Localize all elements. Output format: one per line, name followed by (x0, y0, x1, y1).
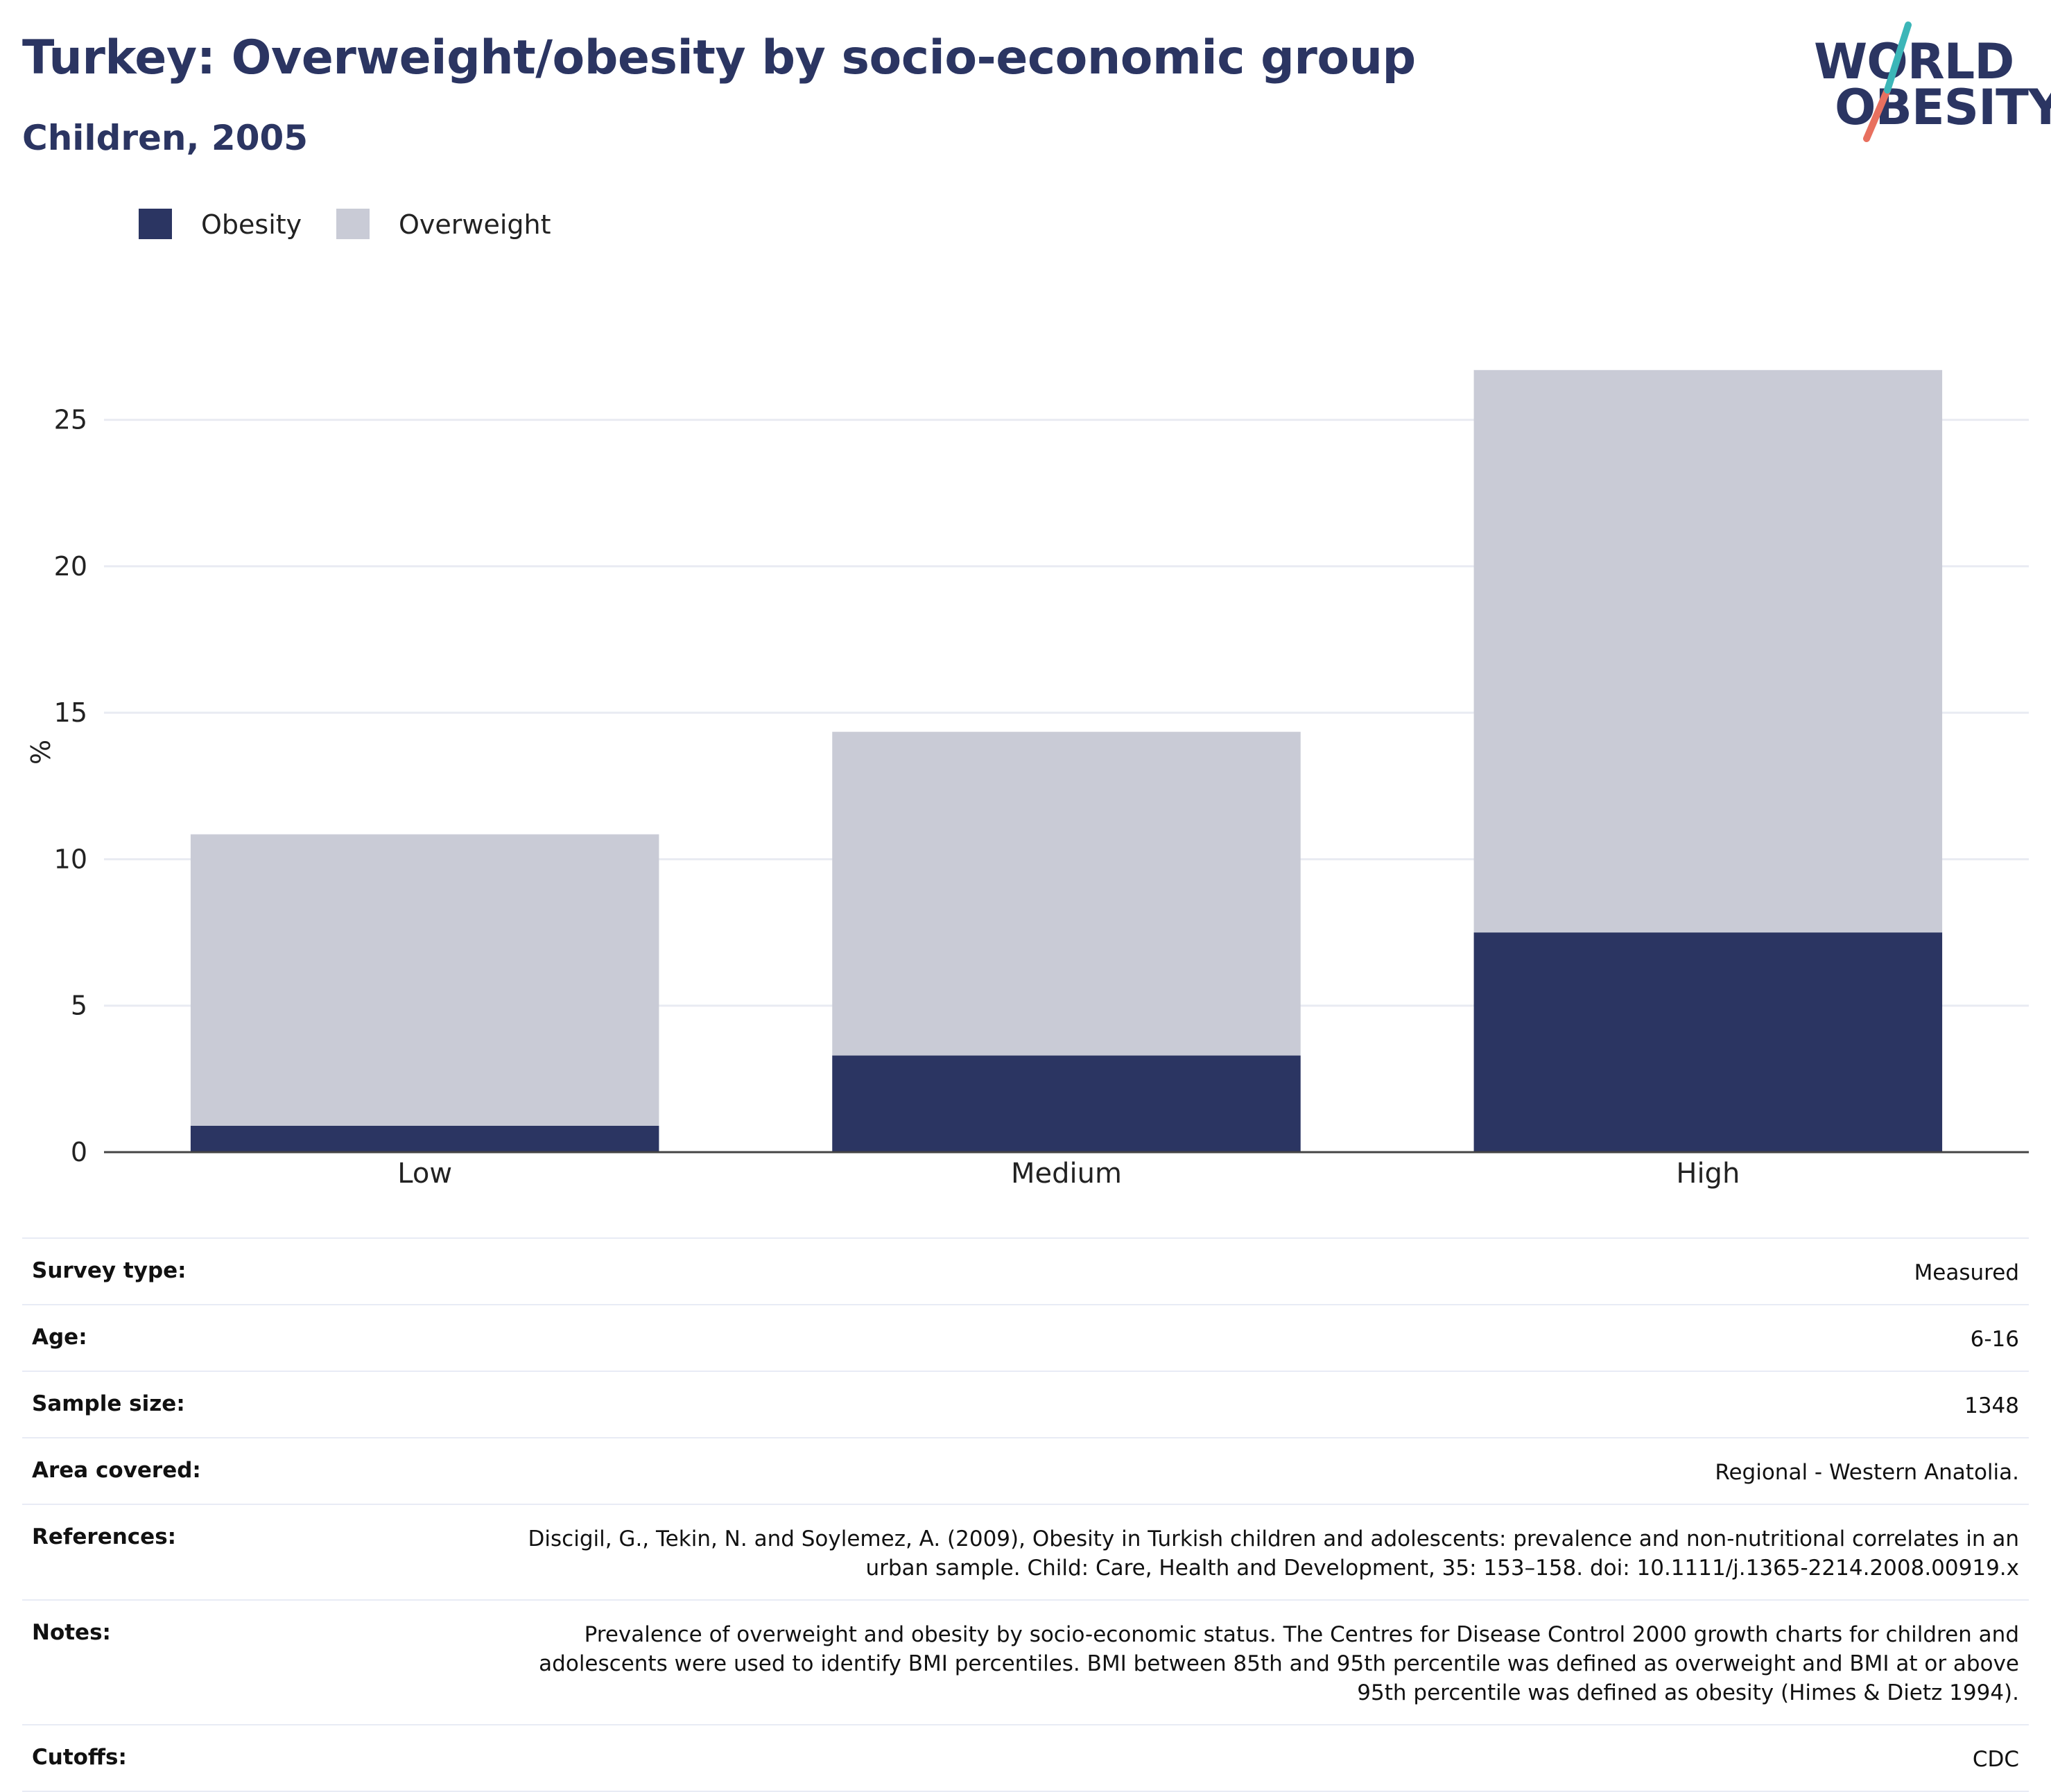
legend-swatch-overweight (336, 209, 370, 239)
x-tick-label: Low (397, 1158, 452, 1190)
axes: 0 5 10 15 20 25 Low Medium High (54, 405, 2029, 1190)
info-row-references: References: Discigil, G., Tekin, N. and … (22, 1504, 2029, 1599)
y-tick-label: 5 (71, 991, 87, 1021)
y-axis-title: % (26, 740, 56, 765)
bar-overweight-low[interactable] (190, 834, 659, 1126)
info-label: Area covered: (32, 1458, 201, 1483)
bar-obesity-medium[interactable] (832, 1055, 1301, 1152)
info-label: Survey type: (32, 1258, 187, 1283)
info-value: Measured (1914, 1260, 2019, 1285)
info-row-sample-size: Sample size: 1348 (22, 1371, 2029, 1437)
info-label: Cutoffs: (32, 1745, 127, 1770)
info-row-notes: Notes: Prevalence of overweight and obes… (22, 1599, 2029, 1724)
x-tick-label: High (1676, 1158, 1740, 1190)
legend-swatch-obesity (139, 209, 172, 239)
y-tick-label: 20 (54, 551, 87, 582)
y-tick-label: 15 (54, 697, 87, 728)
stacked-bar-chart: 0 5 10 15 20 25 Low Medium High % (26, 369, 2029, 1190)
bar-obesity-low[interactable] (190, 1125, 659, 1152)
info-label: Age: (32, 1325, 87, 1350)
logo-text-world: WORLD (1814, 33, 2014, 90)
bar-obesity-high[interactable] (1473, 932, 1943, 1152)
info-value: 1348 (1964, 1393, 2019, 1418)
x-tick-label: Medium (1011, 1158, 1122, 1190)
logo-slash-icon (1863, 21, 1912, 142)
info-value: Prevalence of overweight and obesity by … (539, 1622, 2019, 1705)
y-tick-label: 10 (54, 844, 87, 874)
info-row-area-covered: Area covered: Regional - Western Anatoli… (22, 1437, 2029, 1504)
survey-info-table: Survey type: Measured Age: 6-16 Sample s… (22, 1237, 2029, 1792)
info-value: Discigil, G., Tekin, N. and Soylemez, A.… (528, 1526, 2019, 1581)
bar-overweight-medium[interactable] (832, 731, 1301, 1056)
info-row-cutoffs: Cutoffs: CDC (22, 1724, 2029, 1792)
info-label: Sample size: (32, 1391, 185, 1416)
info-row-survey-type: Survey type: Measured (22, 1237, 2029, 1304)
world-obesity-logo: WORLD OBESITY (1803, 21, 2051, 153)
legend-label-obesity: Obesity (201, 209, 302, 240)
chart-subtitle: Children, 2005 (22, 118, 309, 158)
info-row-age: Age: 6-16 (22, 1304, 2029, 1371)
y-tick-label: 25 (54, 405, 87, 435)
info-value: CDC (1972, 1747, 2019, 1772)
y-tick-label: 0 (71, 1137, 87, 1167)
info-label: Notes: (32, 1620, 111, 1645)
legend-label-overweight: Overweight (399, 209, 551, 240)
chart-title: Turkey: Overweight/obesity by socio-econ… (22, 31, 1416, 85)
bar-overweight-high[interactable] (1473, 369, 1943, 933)
info-label: References: (32, 1524, 177, 1549)
bars (190, 369, 1943, 1152)
info-value: Regional - Western Anatolia. (1715, 1460, 2019, 1485)
info-value: 6-16 (1970, 1327, 2019, 1352)
